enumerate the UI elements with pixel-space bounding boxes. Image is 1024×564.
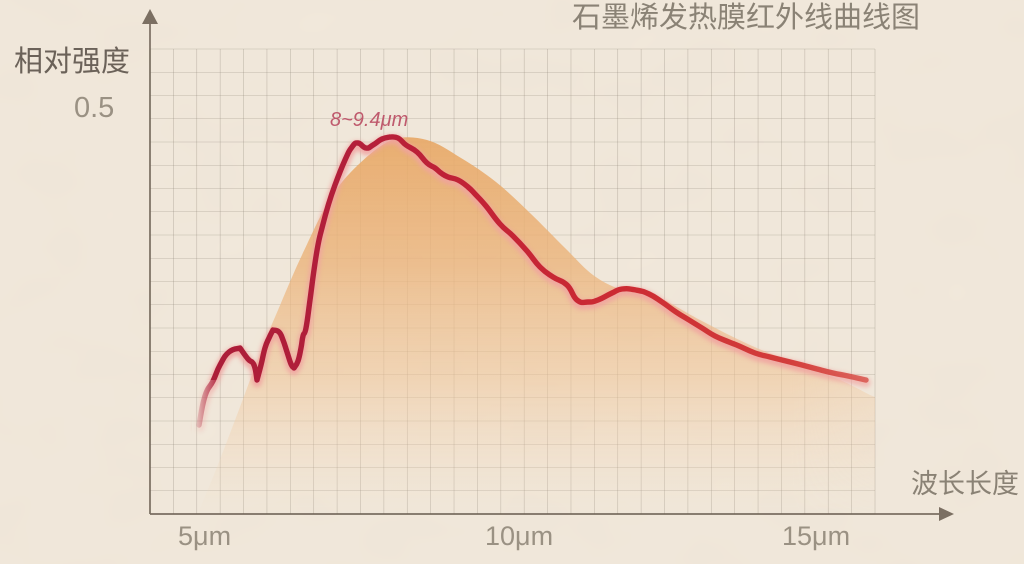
- svg-text:相对强度: 相对强度: [14, 45, 130, 78]
- svg-text:8~9.4μm: 8~9.4μm: [330, 109, 408, 131]
- svg-text:0.5: 0.5: [74, 92, 114, 124]
- svg-text:10μm: 10μm: [485, 521, 553, 551]
- svg-text:15μm: 15μm: [782, 521, 850, 551]
- svg-text:波长长度: 波长长度: [911, 469, 1019, 499]
- svg-text:石墨烯发热膜红外线曲线图: 石墨烯发热膜红外线曲线图: [572, 1, 920, 34]
- svg-text:5μm: 5μm: [178, 521, 231, 551]
